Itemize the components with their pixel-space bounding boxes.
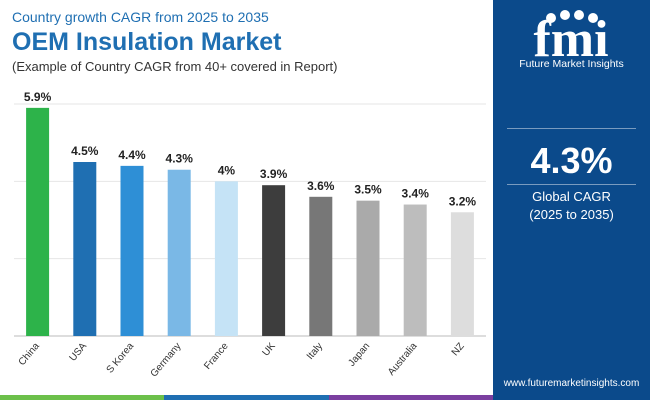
- tick-label-usa: USA: [67, 341, 89, 364]
- global-cagr-label: Global CAGR (2025 to 2035): [493, 188, 650, 224]
- logo-dot-1: [546, 13, 556, 23]
- data-label-s-korea: 4.4%: [118, 148, 146, 162]
- divider-middle: [507, 184, 636, 185]
- bar-usa: [73, 162, 97, 336]
- bar-japan: [356, 200, 380, 336]
- chart-note: (Example of Country CAGR from 40+ covere…: [12, 59, 338, 74]
- bar-france: [214, 181, 238, 336]
- tick-label-s-korea: S Korea: [105, 341, 137, 376]
- tick-label-japan: Japan: [346, 341, 372, 369]
- bottom-color-strip: [0, 395, 493, 400]
- tick-label-france: France: [202, 341, 231, 372]
- global-cagr-value: 4.3%: [530, 140, 613, 181]
- bar-uk: [262, 185, 286, 336]
- bar-germany: [167, 169, 191, 336]
- chart-subtitle: Country growth CAGR from 2025 to 2035: [12, 9, 269, 25]
- data-label-italy: 3.6%: [307, 179, 335, 193]
- website-link[interactable]: www.futuremarketinsights.com: [503, 378, 640, 389]
- data-label-japan: 3.5%: [354, 183, 382, 197]
- brand-name: Future Market Insights: [519, 58, 624, 70]
- data-label-uk: 3.9%: [260, 167, 288, 181]
- logo-dot-2: [560, 10, 570, 20]
- bar-australia: [403, 204, 427, 336]
- chart-title: OEM Insulation Market: [12, 28, 282, 56]
- logo-dot-4: [588, 13, 598, 23]
- bar-chart: 5.9% China 4.5% USA 4.4% S Korea 4.3% Germany 4%…: [14, 90, 486, 380]
- chart-header: Country growth CAGR from 2025 to 2035 OE…: [12, 8, 482, 75]
- strip-purple: [328, 395, 493, 400]
- cagr-label-text: Global CAGR: [532, 189, 611, 204]
- bar-nz: [450, 212, 474, 336]
- tick-label-australia: Australia: [386, 341, 420, 378]
- data-label-australia: 3.4%: [402, 187, 430, 201]
- tick-label-china: China: [17, 341, 43, 368]
- bar-china: [26, 107, 50, 336]
- strip-blue: [164, 395, 329, 400]
- tick-label-germany: Germany: [149, 341, 184, 380]
- bar-italy: [309, 196, 333, 336]
- logo-dot-3: [574, 10, 584, 20]
- data-label-nz: 3.2%: [449, 194, 477, 208]
- cagr-period-text: (2025 to 2035): [529, 207, 614, 222]
- data-label-usa: 4.5%: [71, 144, 99, 158]
- tick-label-uk: UK: [261, 341, 279, 359]
- bar-s-korea: [120, 165, 144, 336]
- data-label-france: 4%: [218, 163, 236, 177]
- divider-top: [507, 128, 636, 129]
- fmi-logo-icon: fmi: [533, 10, 609, 68]
- strip-green: [0, 395, 165, 400]
- tick-label-italy: Italy: [305, 341, 325, 362]
- tick-label-nz: NZ: [450, 341, 467, 358]
- sidebar-panel: fmi Future Market Insights 4.3% Global C…: [493, 0, 650, 400]
- data-label-china: 5.9%: [24, 90, 52, 104]
- data-label-germany: 4.3%: [166, 152, 194, 166]
